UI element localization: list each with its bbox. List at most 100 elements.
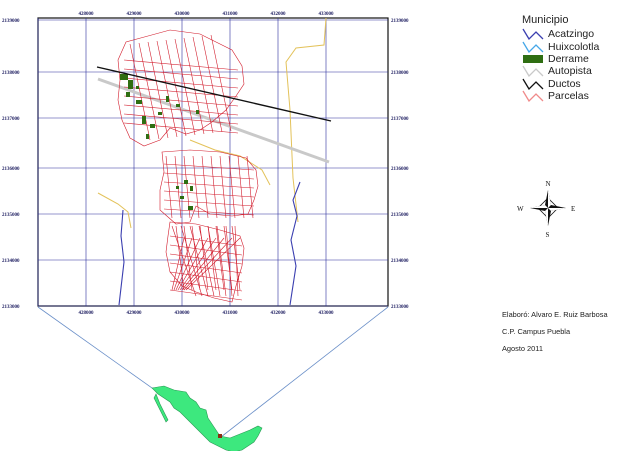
parcel-division (207, 225, 221, 297)
legend-item-label: Ductos (548, 77, 581, 90)
y-tick-label-right: 2135000 (391, 213, 409, 218)
parcel-division (192, 155, 200, 219)
parcel-division (246, 155, 254, 219)
x-tick-label-top: 431000 (223, 12, 239, 17)
x-tick-label-bottom: 429000 (127, 311, 143, 316)
parcel-division (123, 68, 239, 80)
y-tick-label-right: 2138000 (391, 71, 409, 76)
parcel-division (163, 199, 255, 207)
derrame-patch (166, 96, 169, 102)
parcel-division (219, 155, 227, 219)
y-tick-label-left: 2133000 (2, 305, 20, 310)
parcel-division (163, 190, 255, 198)
y-tick-label-right: 2134000 (391, 259, 409, 264)
parcel-division (171, 237, 185, 291)
parcel-division (181, 237, 225, 291)
legend-item-label: Acatzingo (548, 28, 595, 41)
derrame-patch (190, 186, 193, 191)
parcel-division (201, 35, 223, 133)
parcel-division (216, 225, 227, 297)
compass-w: W (517, 205, 524, 213)
derrame-patch (176, 104, 180, 107)
parcel-division (180, 225, 203, 297)
duct (96, 66, 332, 122)
parcel-division (191, 225, 201, 291)
legend-item: Ductos (522, 78, 599, 90)
x-tick-label-top: 432000 (271, 12, 287, 17)
parcel-division (183, 237, 233, 291)
y-tick-label-left: 2135000 (2, 213, 20, 218)
legend-item-label: Derrame (548, 52, 589, 65)
compass-e: E (571, 205, 575, 213)
tick-labels: 428000 428000 429000 429000 430000 430000 4310… (2, 12, 409, 316)
y-tick-label-left: 2139000 (2, 19, 20, 24)
boundary-east (289, 181, 301, 306)
parcel-division (183, 37, 205, 135)
derrame-patch (150, 124, 155, 128)
x-tick-label-bottom: 430000 (175, 311, 191, 316)
y-tick-label-left: 2138000 (2, 71, 20, 76)
parcel-division (210, 155, 218, 219)
legend-item-label: Huixcolotla (548, 40, 600, 53)
parcel-division (169, 271, 243, 283)
credits: Elaboró: Alvaro E. Ruiz Barbosa C.P. Cam… (502, 306, 608, 357)
parcel-division (177, 237, 209, 291)
parcel-division (234, 225, 239, 297)
parcel-division (201, 155, 209, 219)
legend-item: Derrame (522, 53, 599, 65)
parcel-division (225, 225, 233, 297)
road-east (285, 17, 327, 223)
x-tick-label-top: 428000 (79, 12, 95, 17)
parcel-division (129, 43, 151, 141)
x-tick-label-top: 433000 (319, 12, 335, 17)
parcel-division (163, 181, 255, 189)
parcel-division (163, 163, 255, 171)
derrame-patch (146, 134, 149, 139)
parcel-division (163, 172, 255, 180)
parcel-division (207, 225, 217, 291)
x-tick-label-top: 430000 (175, 12, 191, 17)
compass-s: S (546, 231, 550, 239)
derrame-patch (120, 74, 128, 80)
y-tick-label-right: 2133000 (391, 305, 409, 310)
legend-fill-symbol-icon (523, 54, 543, 63)
x-tick-label-bottom: 433000 (319, 311, 335, 316)
parcel-division (123, 113, 239, 125)
legend-item: Parcelas (522, 90, 599, 103)
road-west (97, 192, 132, 229)
derrame-patch (176, 186, 179, 189)
credits-author: Elaboró: Alvaro E. Ruiz Barbosa (502, 310, 608, 319)
mexico-locator-map (151, 385, 263, 451)
derrame-patch (126, 92, 130, 97)
derrame-layer (120, 74, 199, 210)
credits-campus: C.P. Campus Puebla (502, 327, 571, 336)
legend: Municipio Acatzingo Huixcolotla Derrame Aut… (522, 14, 600, 103)
x-tick-label-bottom: 431000 (223, 311, 239, 316)
credits-date: Agosto 2011 (502, 344, 543, 353)
y-tick-label-right: 2139000 (391, 19, 409, 24)
x-tick-label-top: 429000 (127, 12, 143, 17)
parcel-division (173, 237, 193, 291)
y-tick-label-right: 2136000 (391, 167, 409, 172)
derrame-patch (158, 112, 162, 115)
map-frame (37, 17, 389, 307)
y-tick-label-right: 2137000 (391, 117, 409, 122)
derrame-patch (188, 206, 193, 210)
parcel-division (189, 225, 209, 297)
compass-n: N (546, 180, 551, 188)
legend-item: Huixcolotla (522, 40, 600, 53)
parcel-division (231, 225, 241, 291)
road-center (189, 139, 271, 186)
parcel-block-middle (159, 149, 259, 225)
derrame-patch (184, 180, 188, 184)
legend-line-symbol-icon (522, 66, 544, 78)
parcel-division (198, 225, 215, 297)
parcel-division (163, 208, 255, 216)
legend-line-symbol-icon (522, 90, 544, 103)
parcel-division (165, 155, 173, 219)
parcel-block-north (117, 29, 245, 147)
parcel-division (123, 59, 239, 71)
parcel-division (123, 77, 239, 89)
legend-item: Acatzingo (522, 28, 599, 41)
